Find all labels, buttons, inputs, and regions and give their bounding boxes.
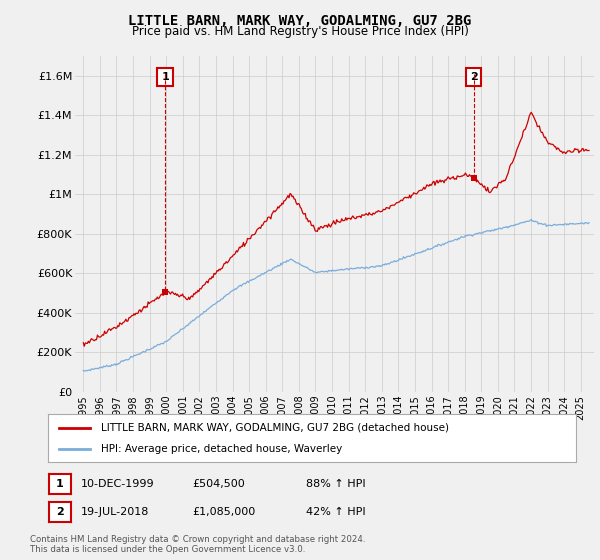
Text: 2: 2 <box>56 507 64 517</box>
Text: £1,085,000: £1,085,000 <box>192 507 255 517</box>
Text: 19-JUL-2018: 19-JUL-2018 <box>81 507 149 517</box>
Text: 1: 1 <box>161 72 169 82</box>
Text: £504,500: £504,500 <box>192 479 245 489</box>
Text: 88% ↑ HPI: 88% ↑ HPI <box>306 479 365 489</box>
Text: LITTLE BARN, MARK WAY, GODALMING, GU7 2BG (detached house): LITTLE BARN, MARK WAY, GODALMING, GU7 2B… <box>101 423 449 433</box>
Text: HPI: Average price, detached house, Waverley: HPI: Average price, detached house, Wave… <box>101 444 342 454</box>
Text: 1: 1 <box>56 479 64 489</box>
Text: 2: 2 <box>470 72 478 82</box>
Text: Price paid vs. HM Land Registry's House Price Index (HPI): Price paid vs. HM Land Registry's House … <box>131 25 469 38</box>
Text: 42% ↑ HPI: 42% ↑ HPI <box>306 507 365 517</box>
Text: LITTLE BARN, MARK WAY, GODALMING, GU7 2BG: LITTLE BARN, MARK WAY, GODALMING, GU7 2B… <box>128 14 472 28</box>
Text: 10-DEC-1999: 10-DEC-1999 <box>81 479 155 489</box>
Text: Contains HM Land Registry data © Crown copyright and database right 2024.
This d: Contains HM Land Registry data © Crown c… <box>30 535 365 554</box>
